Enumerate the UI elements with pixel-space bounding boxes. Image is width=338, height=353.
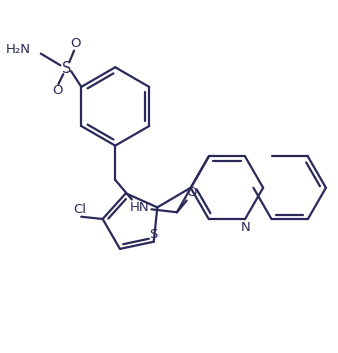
Text: HN: HN [130,201,149,214]
Text: S: S [149,228,158,241]
Text: Cl: Cl [73,203,86,216]
Text: S: S [62,61,71,76]
Text: H₂N: H₂N [6,43,31,56]
Text: O: O [186,186,197,199]
Text: N: N [241,221,251,234]
Text: O: O [52,84,63,97]
Text: O: O [70,37,80,50]
